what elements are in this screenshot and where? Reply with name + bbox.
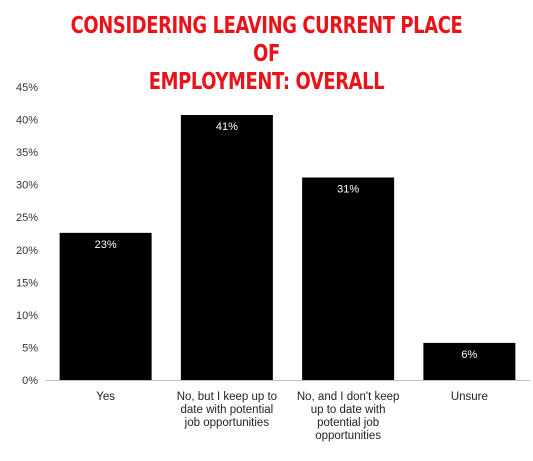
y-tick-label: 25% [16,212,38,224]
chart-title-line-1: CONSIDERING LEAVING CURRENT PLACE OF [70,13,463,67]
y-tick-label: 10% [16,310,38,322]
y-tick-label: 15% [16,277,38,289]
bar [423,342,516,380]
y-tick-label: 20% [16,245,38,257]
x-tick-label: up to date with [311,404,386,416]
chart-title-line-2: EMPLOYMENT: OVERALL [148,69,385,95]
y-tick-label: 45% [16,82,38,94]
x-tick-label: job opportunities [184,417,270,429]
data-label: 41% [216,121,238,133]
x-tick-label: Yes [96,391,115,403]
chart-title: CONSIDERING LEAVING CURRENT PLACE OF EMP… [59,12,475,96]
x-tick-label: date with potential [181,404,274,416]
x-tick-label: potential job [317,417,379,429]
x-tick-label: No, but I keep up to [177,391,277,403]
y-tick-label: 0% [22,375,38,387]
y-tick-label: 40% [16,115,38,127]
y-tick-label: 30% [16,180,38,192]
x-tick-label: Unsure [451,391,488,403]
data-label: 6% [461,349,477,361]
x-tick-label: opportunities [315,430,381,442]
y-tick-label: 35% [16,147,38,159]
x-tick-label: No, and I don't keep [297,391,400,403]
data-label: 23% [95,239,117,251]
bar [302,177,395,380]
y-tick-label: 5% [22,342,38,354]
bar [180,114,273,381]
data-label: 31% [337,184,359,196]
bar [59,232,152,380]
